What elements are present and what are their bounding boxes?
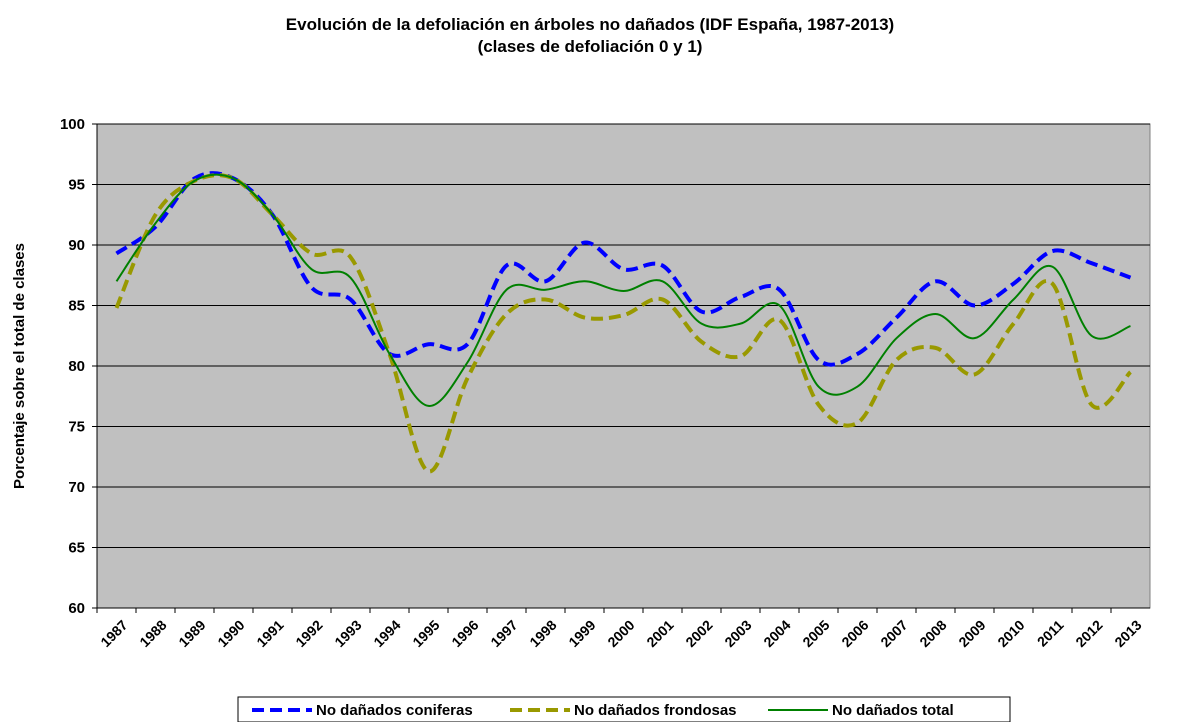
x-tick-label: 2006 [838, 617, 871, 650]
x-tick-label: 1990 [214, 617, 247, 650]
x-tick-label: 2007 [877, 617, 910, 650]
legend-label: No dañados coniferas [316, 702, 473, 719]
x-tick-label: 1996 [448, 617, 481, 650]
chart-subtitle: (clases de defoliación 0 y 1) [478, 37, 703, 56]
legend-label: No dañados total [832, 702, 954, 719]
legend [237, 696, 1011, 723]
chart-title: Evolución de la defoliación en árboles n… [286, 15, 894, 34]
y-tick-label: 85 [68, 298, 85, 315]
series-line [115, 171, 1132, 367]
x-tick-label: 2004 [760, 617, 793, 650]
x-tick-label: 2000 [604, 617, 637, 650]
series-line [115, 173, 1131, 407]
y-tick-label: 100 [60, 116, 85, 133]
x-tick-label: 1992 [292, 617, 325, 650]
x-tick-label: 1993 [331, 617, 364, 650]
x-tick-label: 2005 [799, 617, 832, 650]
x-tick-label: 2010 [994, 617, 1027, 650]
y-tick-label: 60 [68, 600, 85, 617]
y-axis-label: Porcentaje sobre el total de clases [11, 243, 28, 489]
x-tick-label: 1991 [253, 617, 286, 650]
x-tick-label: 1988 [136, 617, 169, 650]
y-tick-label: 75 [68, 419, 85, 436]
x-tick-label: 2003 [721, 617, 754, 650]
x-tick-label: 1994 [370, 617, 403, 650]
x-tick-label: 2009 [955, 617, 988, 650]
x-tick-label: 2013 [1111, 617, 1144, 650]
x-tick-label: 1999 [565, 617, 598, 650]
y-tick-label: 95 [68, 177, 85, 194]
x-tick-label: 1989 [175, 617, 208, 650]
y-tick-label: 90 [68, 237, 85, 254]
y-tick-label: 65 [68, 540, 85, 557]
y-tick-label: 80 [68, 358, 85, 375]
y-tick-label: 70 [68, 479, 85, 496]
x-tick-label: 2002 [682, 617, 715, 650]
x-tick-label: 2011 [1034, 617, 1067, 650]
x-tick-label: 1987 [97, 617, 130, 650]
x-tick-label: 2008 [916, 617, 949, 650]
x-tick-label: 2012 [1072, 617, 1105, 650]
x-tick-label: 2001 [643, 617, 676, 650]
legend-label: No dañados frondosas [574, 702, 737, 719]
x-tick-label: 1998 [526, 617, 559, 650]
x-tick-label: 1997 [487, 617, 520, 650]
series-line [114, 173, 1132, 474]
x-tick-label: 1995 [409, 617, 442, 650]
